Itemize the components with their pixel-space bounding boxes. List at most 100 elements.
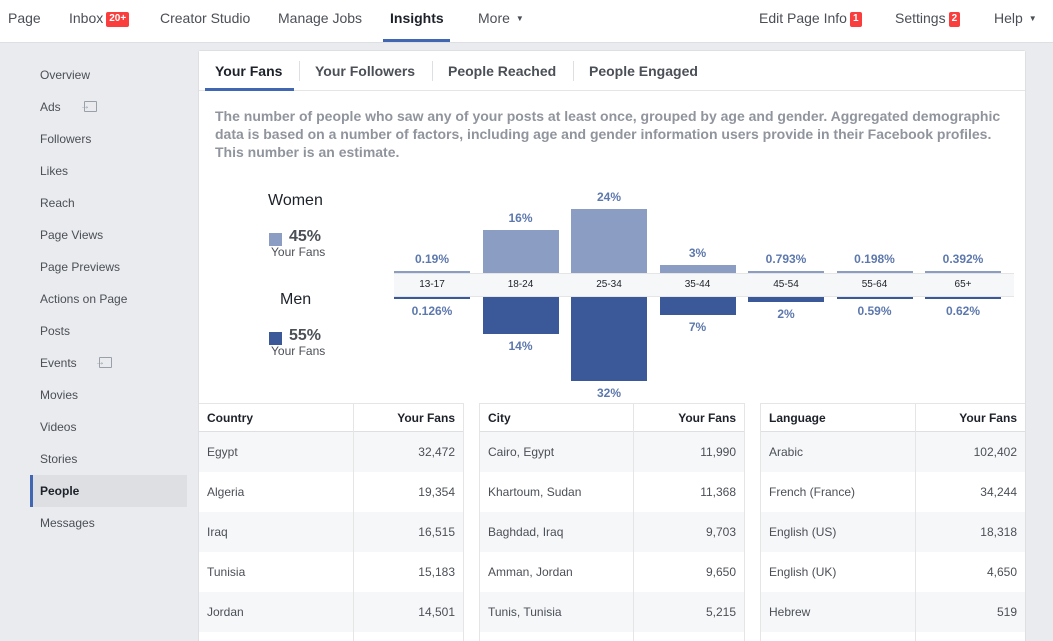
- city-name-cell: Amman, Jordan: [488, 565, 573, 579]
- legend-women-pct: 45%: [289, 228, 322, 245]
- sidebar-item-actions-on-page[interactable]: Actions on Page: [30, 283, 187, 315]
- country-name-cell: Jordan: [207, 605, 244, 619]
- tab-your-fans[interactable]: Your Fans: [215, 59, 282, 83]
- city-name-cell: Khartoum, Sudan: [488, 485, 582, 499]
- nav-insights-label: Insights: [390, 10, 444, 26]
- nav-edit-page-info-label: Edit Page Info: [759, 10, 847, 26]
- women-bar[interactable]: [836, 271, 913, 273]
- sidebar-item-label: Videos: [40, 420, 77, 434]
- country-name-cell: Algeria: [207, 485, 245, 499]
- women-value-label: 0.793%: [765, 251, 807, 266]
- country-table: Country Your Fans Egypt 32,472 Algeria 19,3…: [199, 403, 463, 641]
- nav-manage-jobs-label: Manage Jobs: [278, 10, 363, 26]
- people-panel: Your Fans Your Followers People Reached …: [198, 50, 1026, 641]
- sidebar-item-messages[interactable]: Messages: [30, 507, 187, 539]
- sidebar-item-label: Ads: [40, 100, 61, 114]
- age-category-label: 65+: [954, 279, 972, 290]
- nav-inbox[interactable]: Inbox 20+: [69, 0, 130, 43]
- table-row: Jordan 14,501: [199, 592, 463, 632]
- fans-count-cell: 32,472: [418, 445, 455, 459]
- men-bar[interactable]: [571, 297, 647, 381]
- language-name-cell: English (UK): [769, 565, 837, 579]
- legend-women-title: Women: [268, 192, 323, 209]
- men-value-label: 0.126%: [411, 304, 453, 318]
- country-table-header: Country Your Fans: [199, 404, 463, 432]
- country-name-cell: Egypt: [207, 445, 238, 459]
- age-category-label: 18-24: [507, 279, 534, 290]
- table-row: Tunisia 15,183: [199, 552, 463, 592]
- men-value-label: 2%: [777, 307, 795, 322]
- sidebar-item-ads[interactable]: Ads: [30, 91, 187, 123]
- tab-people-engaged[interactable]: People Engaged: [589, 59, 698, 83]
- women-bar[interactable]: [925, 271, 1001, 273]
- men-value-label: 14%: [508, 338, 533, 353]
- men-value-label: 32%: [596, 386, 622, 400]
- nav-insights[interactable]: Insights: [390, 0, 444, 43]
- table-row: Baghdad, Iraq 9,703: [480, 512, 744, 552]
- column-header-language[interactable]: Language: [769, 411, 826, 425]
- country-name-cell: Tunisia: [207, 565, 246, 579]
- women-bar[interactable]: [482, 230, 559, 273]
- sidebar-item-people[interactable]: People: [30, 475, 187, 507]
- nav-manage-jobs[interactable]: Manage Jobs: [278, 0, 362, 43]
- men-bar[interactable]: [748, 297, 824, 303]
- column-header-your-fans[interactable]: Your Fans: [397, 411, 455, 425]
- men-bar[interactable]: [836, 297, 913, 299]
- nav-more-label: More: [478, 10, 510, 26]
- women-bar[interactable]: [394, 271, 470, 273]
- men-value-label: 7%: [688, 320, 707, 335]
- tab-people-reached[interactable]: People Reached: [448, 59, 556, 83]
- nav-page[interactable]: Page: [8, 0, 41, 43]
- external-link-icon: [80, 91, 97, 123]
- city-name-cell: Cairo, Egypt: [488, 445, 555, 459]
- table-row: Algeria 19,354: [199, 472, 463, 512]
- legend-men-sub: Your Fans: [271, 344, 326, 358]
- caret-down-icon: ▼: [1028, 14, 1037, 23]
- sidebar-item-reach[interactable]: Reach: [30, 187, 187, 219]
- women-bar[interactable]: [571, 209, 647, 273]
- men-bar[interactable]: [925, 297, 1001, 299]
- sidebar-item-followers[interactable]: Followers: [30, 123, 187, 155]
- table-gap: [744, 403, 761, 641]
- column-header-your-fans[interactable]: Your Fans: [959, 411, 1017, 425]
- column-header-your-fans[interactable]: Your Fans: [678, 411, 736, 425]
- sidebar-item-stories[interactable]: Stories: [30, 443, 187, 475]
- sidebar-item-label: Events: [40, 356, 77, 370]
- men-bar[interactable]: [482, 297, 559, 334]
- women-value-label: 16%: [508, 211, 533, 226]
- fans-count-cell: 9,650: [705, 565, 736, 579]
- sidebar-item-label: Reach: [40, 196, 75, 210]
- nav-page-label: Page: [8, 10, 41, 26]
- women-bar[interactable]: [748, 270, 824, 273]
- fans-count-cell: 102,402: [973, 445, 1017, 459]
- tab-label: Your Followers: [315, 63, 416, 79]
- sidebar-item-videos[interactable]: Videos: [30, 411, 187, 443]
- sidebar-item-posts[interactable]: Posts: [30, 315, 187, 347]
- nav-creator-studio[interactable]: Creator Studio: [160, 0, 250, 43]
- nav-help[interactable]: Help ▼: [994, 0, 1037, 43]
- men-bar[interactable]: [394, 297, 470, 299]
- legend-men-title: Men: [280, 291, 312, 308]
- table-row: Cairo, Egypt 11,990: [480, 432, 744, 472]
- age-category-label: 25-34: [596, 279, 622, 290]
- nav-edit-page-info[interactable]: Edit Page Info 1: [759, 0, 862, 43]
- women-bar[interactable]: [659, 265, 736, 273]
- city-table: City Your Fans Cairo, Egypt 11,990 Khartou…: [480, 403, 744, 641]
- sidebar-item-page-views[interactable]: Page Views: [30, 219, 187, 251]
- nav-settings[interactable]: Settings 2: [895, 0, 961, 43]
- sidebar-item-label: Page Views: [40, 228, 104, 242]
- sidebar-item-overview[interactable]: Overview: [30, 59, 187, 91]
- column-header-country[interactable]: Country: [207, 411, 253, 425]
- fans-count-cell: 11,368: [700, 485, 736, 499]
- column-header-city[interactable]: City: [488, 411, 511, 425]
- tab-your-followers[interactable]: Your Followers: [315, 59, 415, 83]
- sidebar-item-likes[interactable]: Likes: [30, 155, 187, 187]
- column-divider: [915, 404, 916, 641]
- women-value-label: 0.392%: [942, 252, 984, 266]
- nav-more[interactable]: More ▼: [478, 0, 524, 43]
- sidebar-item-page-previews[interactable]: Page Previews: [30, 251, 187, 283]
- sidebar-item-movies[interactable]: Movies: [30, 379, 187, 411]
- sidebar-item-events[interactable]: Events: [30, 347, 187, 379]
- age-category-label: 45-54: [773, 279, 799, 290]
- men-bar[interactable]: [659, 297, 736, 316]
